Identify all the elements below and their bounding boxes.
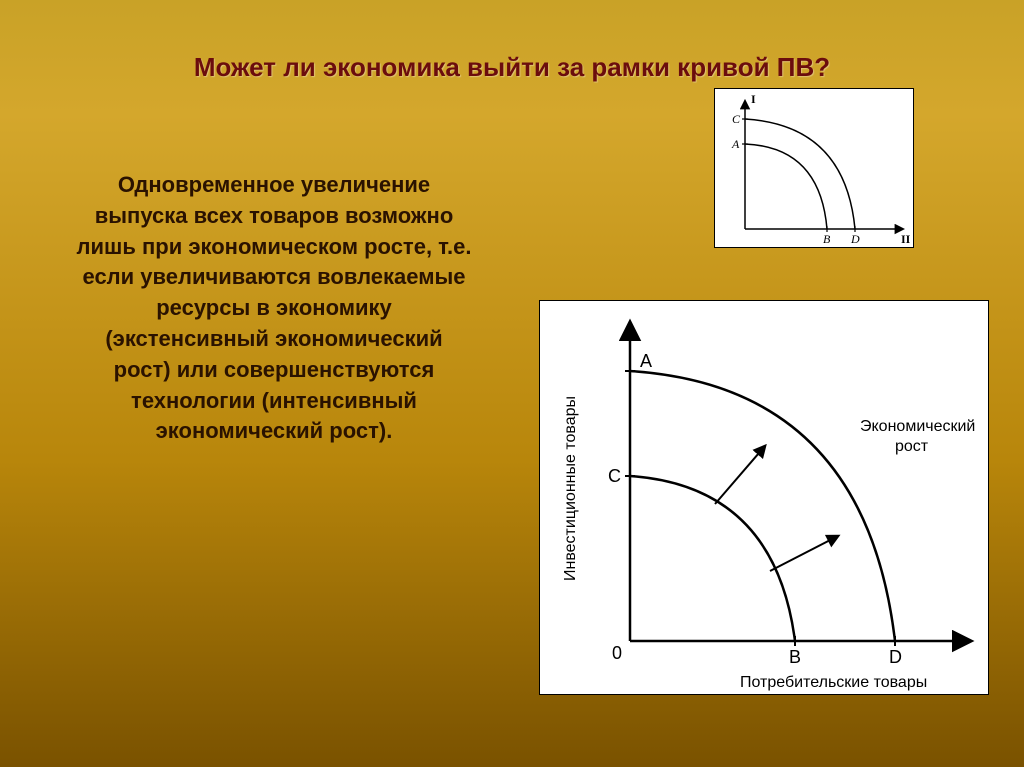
- page-title: Может ли экономика выйти за рамки кривой…: [0, 0, 1024, 83]
- point-c2-label: C: [608, 466, 621, 486]
- point-d-label: D: [850, 232, 860, 246]
- growth-annotation-2: рост: [895, 438, 929, 455]
- point-a-label: A: [731, 137, 740, 151]
- figure-large-ppf-growth: A C B D 0 Экономический рост Потребитель…: [539, 300, 989, 695]
- origin-label: 0: [612, 643, 622, 663]
- x-axis-label: Потребительские товары: [740, 674, 927, 691]
- point-a2-label: A: [640, 351, 652, 371]
- figure-small-ppf: A C B D I II: [714, 88, 914, 248]
- point-b-label: B: [823, 232, 831, 246]
- point-c-label: C: [732, 112, 741, 126]
- x-axis-roman: II: [901, 232, 911, 246]
- point-b2-label: B: [789, 647, 801, 667]
- point-d2-label: D: [889, 647, 902, 667]
- growth-annotation-1: Экономический: [860, 418, 975, 435]
- y-axis-label: Инвестиционные товары: [562, 396, 579, 581]
- body-paragraph: Одновременное увеличение выпуска всех то…: [74, 170, 474, 447]
- y-axis-roman: I: [751, 92, 756, 106]
